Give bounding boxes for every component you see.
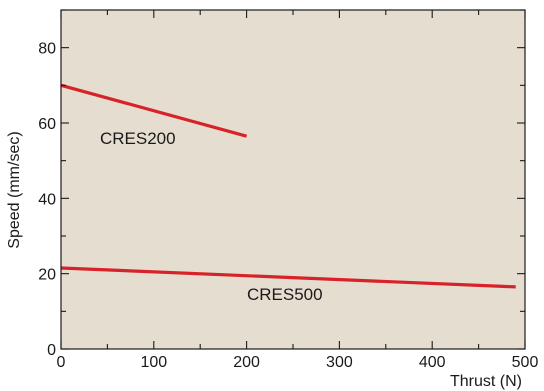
series-label-cres500: CRES500	[247, 285, 323, 304]
x-tick-label: 100	[140, 354, 167, 371]
series-line-cres200	[60, 83, 248, 138]
x-tick-label: 500	[512, 354, 539, 371]
plot-area	[61, 10, 525, 349]
y-axis-title: Speed (mm/sec)	[6, 131, 23, 248]
x-tick-label: 200	[233, 354, 260, 371]
y-tick-label: 0	[47, 342, 56, 359]
x-tick-label: 300	[326, 354, 353, 371]
ticks-layer: 0 100 200 300 400 500 0 20 40 60 80	[38, 9, 539, 371]
plot-frame	[60, 9, 526, 350]
x-axis-title: Thrust (N)	[450, 373, 522, 390]
y-tick-label: 80	[38, 41, 56, 58]
y-tick-label: 40	[38, 191, 56, 208]
series-line-cres500	[60, 266, 516, 289]
x-tick-label: 0	[57, 354, 66, 371]
x-tick-label: 400	[419, 354, 446, 371]
series-layer	[60, 83, 516, 289]
y-tick-label: 20	[38, 267, 56, 284]
series-label-cres200: CRES200	[100, 129, 176, 148]
y-tick-label: 60	[38, 116, 56, 133]
